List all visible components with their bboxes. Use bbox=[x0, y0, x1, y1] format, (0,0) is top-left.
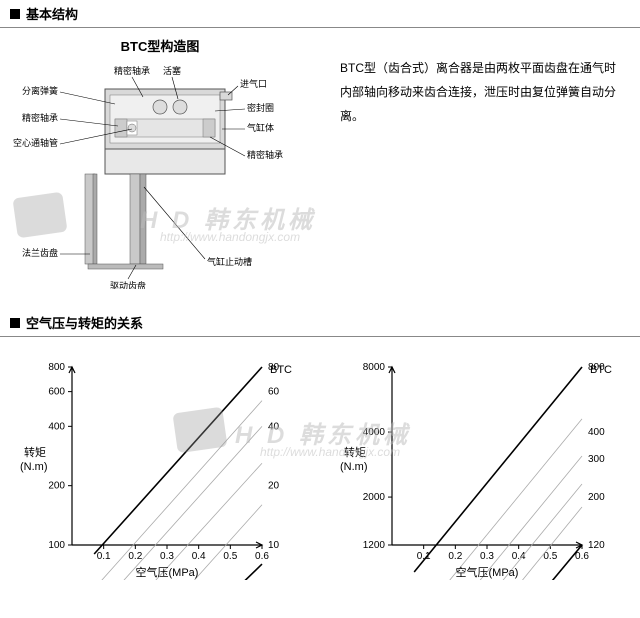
svg-text:空气压(MPa): 空气压(MPa) bbox=[136, 565, 199, 579]
svg-text:60: 60 bbox=[268, 387, 280, 398]
svg-text:BTC: BTC bbox=[270, 364, 292, 376]
svg-text:0.2: 0.2 bbox=[128, 551, 142, 562]
svg-text:0.1: 0.1 bbox=[97, 551, 111, 562]
svg-text:1200: 1200 bbox=[363, 540, 386, 551]
svg-text:20: 20 bbox=[268, 481, 280, 492]
svg-text:0.4: 0.4 bbox=[192, 551, 206, 562]
section2-title: 空气压与转矩的关系 bbox=[26, 313, 143, 332]
chart-1: 80060040020010080604020100.10.20.30.40.5… bbox=[10, 355, 310, 580]
svg-text:0.3: 0.3 bbox=[480, 551, 494, 562]
svg-text:(N.m): (N.m) bbox=[20, 461, 48, 473]
svg-text:600: 600 bbox=[48, 387, 65, 398]
svg-text:10: 10 bbox=[268, 540, 280, 551]
label-l2: 精密轴承 bbox=[22, 112, 58, 123]
svg-text:0.6: 0.6 bbox=[255, 551, 269, 562]
label-l12: 气缸止动槽 bbox=[207, 256, 252, 267]
label-l4: 法兰齿盘 bbox=[22, 247, 58, 258]
label-l6: 精密轴承 bbox=[114, 65, 150, 76]
svg-text:400: 400 bbox=[588, 427, 605, 438]
charts-section: 80060040020010080604020100.10.20.30.40.5… bbox=[0, 345, 640, 590]
svg-text:空气压(MPa): 空气压(MPa) bbox=[456, 565, 519, 579]
header-square-icon bbox=[10, 9, 20, 19]
svg-text:BTC: BTC bbox=[590, 364, 612, 376]
label-l8: 进气口 bbox=[240, 78, 267, 89]
svg-text:100: 100 bbox=[48, 540, 65, 551]
svg-text:0.5: 0.5 bbox=[223, 551, 237, 562]
svg-text:0.5: 0.5 bbox=[543, 551, 557, 562]
header-square-icon-2 bbox=[10, 318, 20, 328]
description-text: BTC型（齿合式）离合器是由两枚平面齿盘在通气时内部轴向移动来齿合连接，泄压时由… bbox=[310, 36, 630, 289]
svg-text:200: 200 bbox=[588, 492, 605, 503]
label-l9: 密封圈 bbox=[247, 102, 274, 113]
label-l11: 精密轴承 bbox=[247, 149, 283, 160]
svg-text:2000: 2000 bbox=[363, 492, 386, 503]
svg-text:120: 120 bbox=[588, 540, 605, 551]
top-section: BTC型构造图 bbox=[0, 36, 640, 309]
label-l5: 驱动齿盘 bbox=[110, 280, 146, 289]
label-l10: 气缸体 bbox=[247, 122, 274, 133]
svg-text:0.2: 0.2 bbox=[448, 551, 462, 562]
svg-text:400: 400 bbox=[48, 421, 65, 432]
watermark-url-2: http://www.handongjx.com bbox=[260, 445, 400, 459]
svg-text:300: 300 bbox=[588, 454, 605, 465]
diagram-title: BTC型构造图 bbox=[10, 36, 310, 55]
section1-header: 基本结构 bbox=[0, 0, 640, 28]
watermark-url-1: http://www.handongjx.com bbox=[160, 230, 300, 244]
watermark-badge-1 bbox=[12, 192, 67, 239]
svg-text:800: 800 bbox=[48, 362, 65, 373]
structure-diagram: 分离弹簧 精密轴承 空心通轴管 法兰齿盘 驱动齿盘 精密轴承 活塞 进气口 密封… bbox=[10, 59, 310, 289]
watermark-badge-2 bbox=[172, 407, 227, 454]
svg-text:0.6: 0.6 bbox=[575, 551, 589, 562]
section1-title: 基本结构 bbox=[26, 4, 78, 23]
diagram-area: BTC型构造图 bbox=[10, 36, 310, 289]
label-l7: 活塞 bbox=[163, 65, 181, 76]
svg-text:0.3: 0.3 bbox=[160, 551, 174, 562]
section2-header: 空气压与转矩的关系 bbox=[0, 309, 640, 337]
svg-text:转矩: 转矩 bbox=[24, 445, 46, 459]
svg-text:(N.m): (N.m) bbox=[340, 461, 368, 473]
label-l1: 分离弹簧 bbox=[22, 85, 58, 96]
svg-text:8000: 8000 bbox=[363, 362, 386, 373]
svg-text:200: 200 bbox=[48, 481, 65, 492]
chart-2: 80004000200012008004003002001200.10.20.3… bbox=[330, 355, 630, 580]
label-l3: 空心通轴管 bbox=[13, 137, 58, 148]
